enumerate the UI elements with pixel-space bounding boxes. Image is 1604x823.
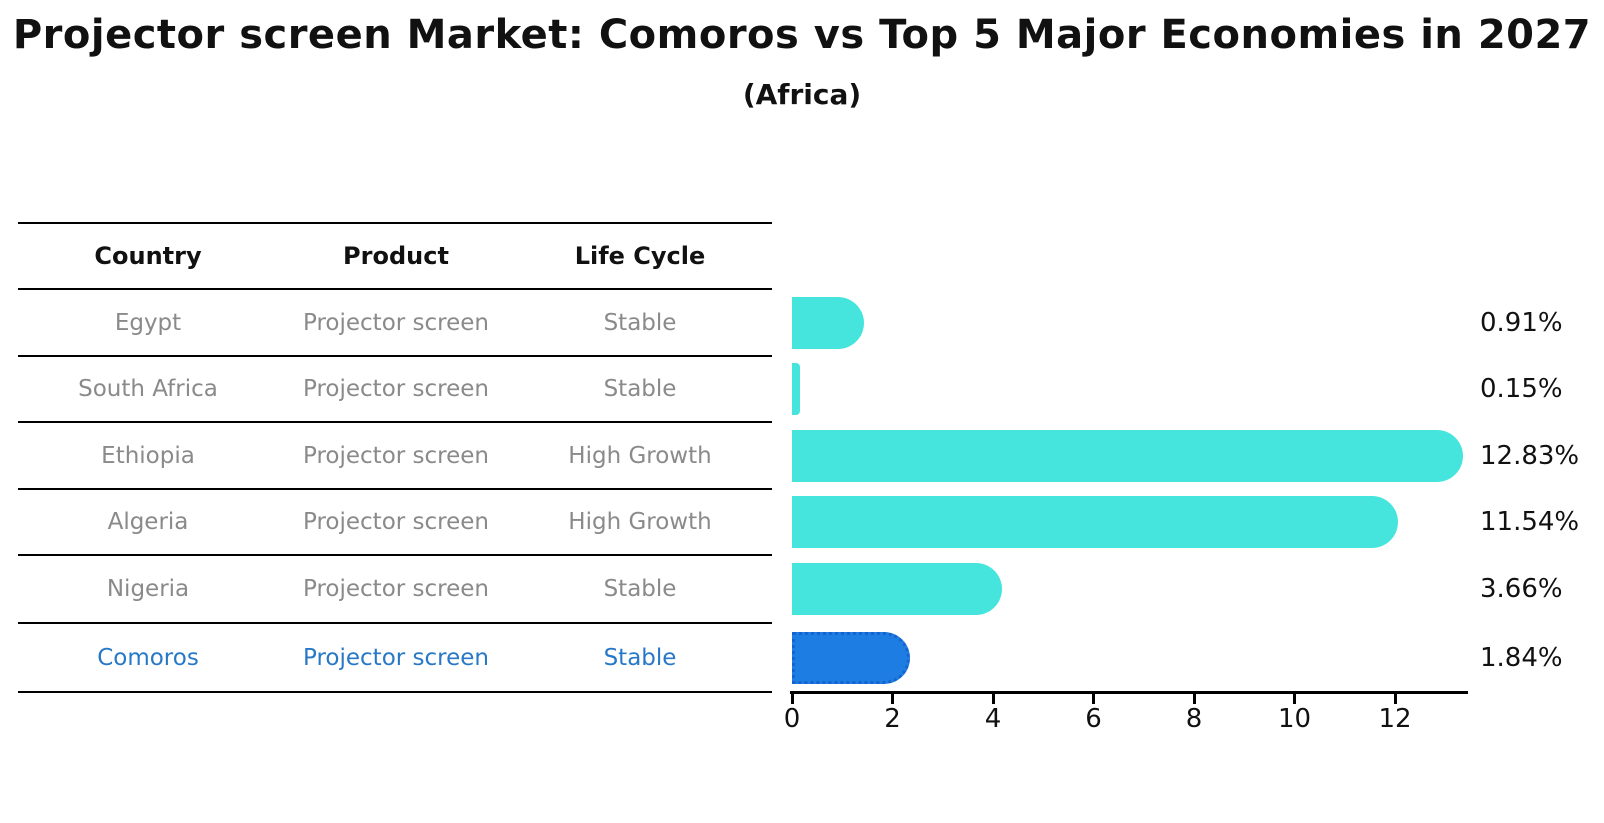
x-axis-tick	[790, 692, 794, 704]
cell-product-comoros: Projector screen	[303, 644, 489, 671]
x-axis-tick-label: 10	[1277, 704, 1312, 734]
bar-egypt	[792, 296, 864, 349]
x-axis-tick-label: 8	[1185, 704, 1203, 734]
value-label-comoros: 1.84%	[1480, 642, 1563, 673]
x-axis-tick-label: 2	[884, 704, 901, 734]
column-header-product: Product	[343, 242, 449, 270]
cell-product-egypt: Projector screen	[303, 309, 489, 336]
x-axis-tick	[1393, 692, 1397, 704]
table-divider-line	[18, 288, 772, 290]
table-top-line	[18, 222, 772, 224]
table-divider-line	[18, 622, 772, 624]
cell-lifecycle-ethiopia: High Growth	[568, 442, 712, 469]
table-divider-line	[18, 488, 772, 490]
cell-lifecycle-nigeria: Stable	[603, 576, 677, 602]
bar-algeria	[792, 496, 1398, 548]
cell-country-south-africa: South Africa	[78, 376, 218, 402]
cell-product-nigeria: Projector screen	[303, 576, 489, 602]
x-axis-tick-label: 0	[783, 704, 801, 734]
x-axis-line	[790, 691, 1468, 694]
x-axis-tick-label: 4	[984, 704, 1002, 734]
table-divider-line	[18, 355, 772, 357]
cell-lifecycle-algeria: High Growth	[568, 509, 712, 535]
table-bottom-line	[18, 691, 772, 693]
cell-country-comoros: Comoros	[97, 644, 199, 671]
column-header-lifecycle: Life Cycle	[574, 242, 706, 270]
value-label-egypt: 0.91%	[1480, 307, 1563, 338]
cell-product-ethiopia: Projector screen	[303, 442, 489, 469]
chart-title: Projector screen Market: Comoros vs Top …	[12, 12, 1592, 58]
cell-lifecycle-egypt: Stable	[603, 309, 677, 336]
cell-lifecycle-comoros: Stable	[603, 644, 677, 671]
x-axis-tick	[1293, 692, 1296, 704]
bar-south-africa	[792, 363, 800, 415]
cell-country-algeria: Algeria	[107, 509, 189, 535]
x-axis-tick-label: 6	[1085, 704, 1102, 734]
chart-subtitle: (Africa)	[742, 78, 862, 111]
cell-product-algeria: Projector screen	[303, 509, 489, 535]
cell-country-egypt: Egypt	[114, 309, 182, 336]
x-axis-tick-label: 12	[1378, 704, 1412, 734]
column-header-country: Country	[94, 242, 202, 270]
x-axis-tick	[991, 692, 995, 704]
bar-nigeria	[792, 563, 1002, 615]
cell-lifecycle-south-africa: Stable	[603, 376, 677, 402]
value-label-south-africa: 0.15%	[1480, 374, 1563, 404]
value-label-nigeria: 3.66%	[1480, 574, 1563, 604]
x-axis-tick	[1092, 692, 1095, 704]
bar-ethiopia	[792, 429, 1463, 482]
value-label-ethiopia: 12.83%	[1480, 440, 1580, 471]
table-divider-line	[18, 554, 772, 556]
cell-country-ethiopia: Ethiopia	[101, 442, 195, 469]
table-divider-line	[18, 421, 772, 423]
cell-country-nigeria: Nigeria	[106, 576, 190, 602]
x-axis-tick	[891, 692, 894, 704]
bar-comoros	[792, 631, 911, 684]
value-label-algeria: 11.54%	[1480, 507, 1580, 537]
cell-product-south-africa: Projector screen	[303, 376, 489, 402]
x-axis-tick	[1192, 692, 1196, 704]
